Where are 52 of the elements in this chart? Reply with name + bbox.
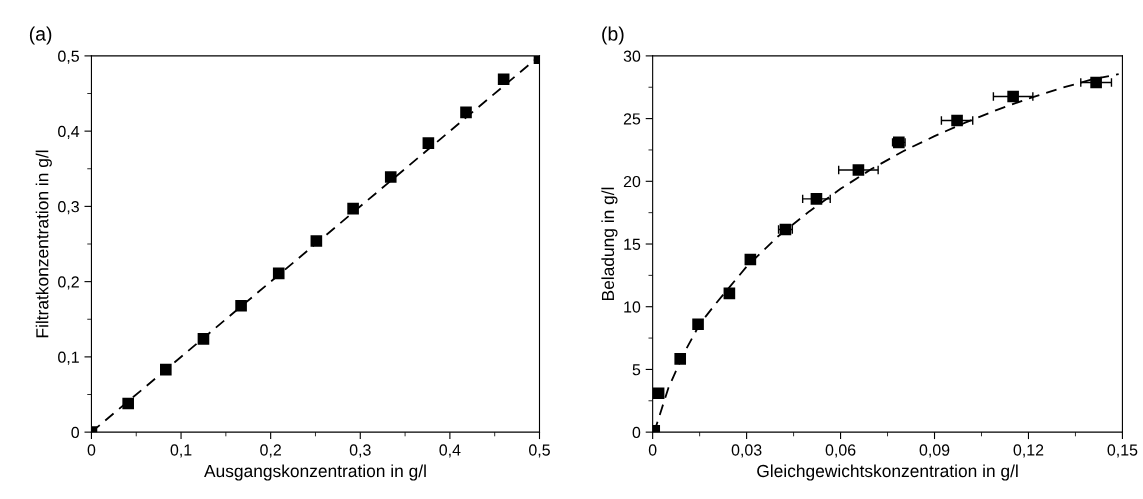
y-tick-label: 10 xyxy=(624,301,641,313)
x-tick-label: 0,4 xyxy=(439,444,461,458)
y-tick-label: 0,3 xyxy=(58,201,79,215)
point xyxy=(497,73,510,86)
point xyxy=(122,397,134,410)
y-tick-label: 0,5 xyxy=(58,50,79,64)
point xyxy=(347,202,359,215)
point xyxy=(384,171,397,183)
y-tick-label: 30 xyxy=(623,50,641,62)
point xyxy=(744,253,757,266)
chart-title: (b) xyxy=(602,26,624,45)
point xyxy=(197,333,210,345)
y-axis-title: Beladung in g/l xyxy=(601,187,618,301)
x-tick-label: 0,06 xyxy=(825,444,856,458)
x-axis-title: Gleichgewichtskonzentration in g/l xyxy=(757,464,1018,481)
y-tick-label: 0,4 xyxy=(58,125,80,139)
point xyxy=(852,164,865,176)
x-tick-label: 0,03 xyxy=(731,444,762,458)
point xyxy=(723,287,736,300)
point xyxy=(235,299,247,312)
x-tick-label: 0 xyxy=(648,444,657,456)
point xyxy=(460,106,472,119)
y-tick-label: 20 xyxy=(623,175,641,188)
point xyxy=(1090,76,1102,89)
point xyxy=(674,353,687,365)
point xyxy=(692,318,704,331)
x-tick-label: 0,1 xyxy=(170,444,192,458)
point xyxy=(652,387,665,400)
y-tick-label: 0,2 xyxy=(58,276,79,290)
point xyxy=(422,137,435,149)
x-tick-label: 0,3 xyxy=(349,444,371,458)
x-tick-label: 0,2 xyxy=(260,444,281,458)
x-tick-label: 0,15 xyxy=(1107,444,1138,458)
y-tick-label: 25 xyxy=(623,113,641,125)
y-axis-title: Filtratkonzentration in g/l xyxy=(35,150,52,338)
y-tick-label: 0,1 xyxy=(58,351,79,365)
x-tick-label: 0,09 xyxy=(919,444,950,458)
y-tick-label: 0 xyxy=(632,426,641,439)
y-tick-label: 0 xyxy=(71,426,80,439)
x-axis-title: Ausgangskonzentration in g/l xyxy=(204,464,426,481)
x-tick-label: 0,5 xyxy=(529,444,550,458)
chart-title: (a) xyxy=(29,26,52,45)
point xyxy=(310,235,323,247)
x-tick-label: 0,12 xyxy=(1013,444,1044,458)
y-tick-label: 5 xyxy=(632,364,641,376)
point xyxy=(810,193,823,205)
point xyxy=(160,363,172,376)
point xyxy=(951,114,963,127)
y-tick-label: 15 xyxy=(624,238,641,250)
point xyxy=(272,267,285,280)
point xyxy=(1007,90,1019,103)
x-tick-label: 0 xyxy=(87,444,96,456)
